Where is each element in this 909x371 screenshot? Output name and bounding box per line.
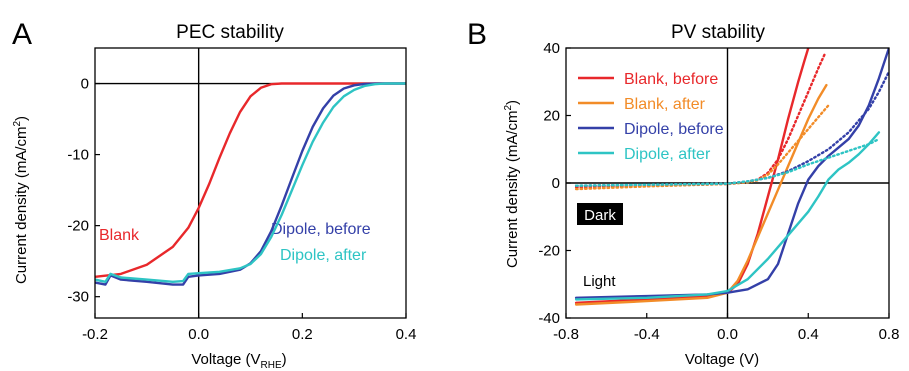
pv-ytick-label: 20	[543, 108, 560, 125]
panel-a-ylabel-sup: 2	[12, 121, 23, 127]
panel-a-xlabel-main: Voltage (V	[191, 351, 260, 368]
pec-frame	[94, 47, 407, 319]
pv-ytick-label: -20	[538, 243, 560, 260]
pv-ytick-label: 0	[552, 175, 560, 192]
pv-plot: -0.8 -0.4 0.0 0.4 0.8 40 20 0 -20 -40 Blank, befor…	[538, 40, 899, 343]
pec-xtick-label: 0.4	[396, 326, 417, 343]
annotation-dipole-after: Dipole, after	[280, 247, 367, 264]
panel-b-title: PV stability	[671, 22, 765, 43]
panel-a-title: PEC stability	[176, 22, 284, 43]
pv-series-5	[574, 104, 830, 191]
pec-ytick-label: -30	[67, 289, 89, 306]
panel-b-ylabel-main: Current density (mA/cm	[504, 111, 521, 269]
pec-xtick-label: 0.0	[188, 326, 209, 343]
pv-xtick-label: 0.8	[879, 326, 900, 343]
legend-label: Dipole, before	[624, 121, 724, 138]
pec-xtick-label: 0.2	[292, 326, 313, 343]
pv-ytick-label: 40	[543, 40, 560, 57]
pv-series-group	[574, 48, 889, 306]
pv-series-4	[574, 53, 826, 189]
plot-layer: -0.2 0.0 0.2 0.4 0 -10 -20 -30 -0.8 -0.4 0.0 0.4 0.8…	[67, 40, 899, 343]
pv-legend: Blank, before Blank, after Dipole, before D…	[578, 71, 724, 163]
pec-series-group	[95, 82, 406, 286]
legend-label: Blank, after	[624, 96, 706, 113]
annotation-dipole-before: Dipole, before	[271, 221, 371, 238]
pec-ytick-label: -20	[67, 218, 89, 235]
legend-label: Dipole, after	[624, 146, 711, 163]
pv-xtick-label: -0.4	[634, 326, 660, 343]
panel-a-ylabel-end: )	[13, 116, 30, 121]
pec-xtick-label: -0.2	[82, 326, 108, 343]
pv-xtick-label: 0.0	[717, 326, 738, 343]
pec-series-2	[95, 82, 406, 283]
dark-label: Dark	[584, 207, 616, 224]
panel-a-xlabel-sub: RHE	[261, 360, 282, 371]
panel-a-xlabel-end: )	[282, 351, 287, 368]
pv-series-6	[574, 70, 889, 187]
pec-series-0	[95, 82, 406, 278]
panel-a-ylabel: Current density (mA/cm2)	[12, 116, 30, 284]
pv-series-2	[574, 48, 889, 299]
pv-xtick-label: 0.4	[798, 326, 819, 343]
legend-label: Blank, before	[624, 71, 718, 88]
panel-a-letter: A	[12, 18, 32, 51]
pv-series-1	[574, 83, 828, 306]
pv-series-0	[574, 48, 810, 304]
dark-label-box	[577, 203, 623, 225]
pec-plot: -0.2 0.0 0.2 0.4 0 -10 -20 -30	[67, 47, 417, 343]
panel-b-xlabel: Voltage (V)	[685, 351, 759, 368]
light-label: Light	[583, 273, 616, 290]
pv-series-7	[574, 137, 881, 187]
panel-b-letter: B	[467, 18, 487, 51]
pv-ytick-label: -40	[538, 310, 560, 327]
panel-b-ylabel-end: )	[504, 100, 521, 105]
pv-series-3	[574, 131, 881, 301]
panel-a-xlabel: Voltage (VRHE)	[191, 351, 286, 371]
pec-ytick-label: -10	[67, 147, 89, 164]
pec-series-1	[95, 82, 406, 286]
panel-b-ylabel: Current density (mA/cm2)	[503, 100, 521, 268]
pec-ytick-label: 0	[81, 76, 89, 93]
panel-a-ylabel-main: Current density (mA/cm	[13, 127, 30, 285]
pv-xtick-label: -0.8	[553, 326, 579, 343]
annotation-blank: Blank	[99, 227, 140, 244]
panel-b-ylabel-sup: 2	[503, 105, 514, 111]
